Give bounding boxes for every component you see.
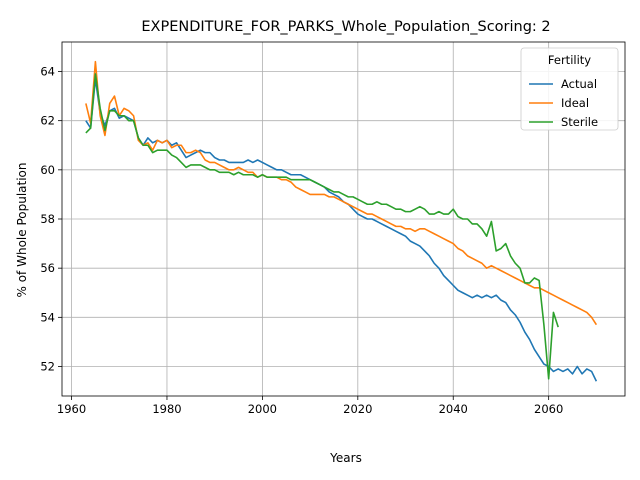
x-tick-label: 1980	[152, 402, 181, 416]
x-tick-label: 2060	[534, 402, 563, 416]
chart-title: EXPENDITURE_FOR_PARKS_Whole_Population_S…	[141, 19, 550, 35]
series-line-ideal	[85, 60, 598, 326]
y-tick-label: 52	[40, 360, 55, 374]
y-axis-label: % of Whole Population	[15, 163, 29, 298]
y-tick-label: 62	[40, 114, 55, 128]
x-tick-label: 2000	[248, 402, 277, 416]
y-tick-label: 60	[40, 163, 55, 177]
x-tick-label: 2040	[439, 402, 468, 416]
y-tick-label: 58	[40, 212, 55, 226]
legend: Fertility Actual Ideal Sterile	[520, 47, 619, 131]
series-lines	[85, 60, 598, 382]
x-axis-label: Years	[329, 451, 362, 465]
y-tick-label: 54	[40, 310, 55, 324]
series-line-actual	[85, 78, 598, 382]
y-tick-label: 56	[40, 261, 55, 275]
legend-label-sterile: Sterile	[561, 115, 598, 129]
legend-label-actual: Actual	[561, 77, 597, 91]
legend-box	[520, 47, 619, 131]
series-line-sterile	[85, 73, 559, 380]
legend-label-ideal: Ideal	[561, 96, 589, 110]
axis-ticks: 1960 1980 2000 2020 2040 2060 52 54 56 58 60 62 64	[40, 65, 563, 417]
grid-lines	[62, 42, 625, 396]
y-tick-label: 64	[40, 65, 55, 79]
legend-title: Fertility	[548, 53, 591, 67]
x-tick-label: 1960	[57, 402, 86, 416]
x-tick-label: 2020	[343, 402, 372, 416]
